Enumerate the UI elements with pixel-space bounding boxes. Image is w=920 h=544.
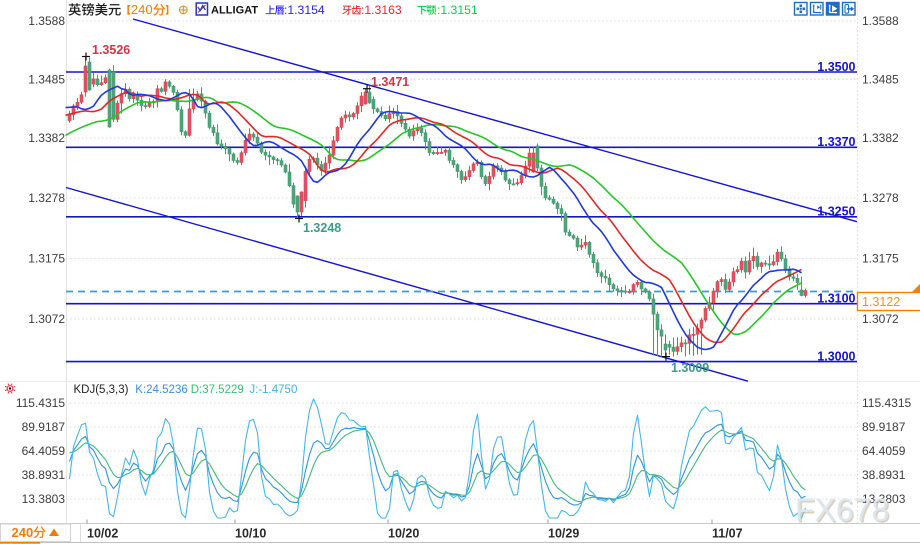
svg-text:1.3175: 1.3175 bbox=[862, 252, 899, 266]
svg-text:1.3122: 1.3122 bbox=[862, 295, 900, 309]
svg-text:89.9187: 89.9187 bbox=[22, 420, 66, 434]
svg-text:10/10: 10/10 bbox=[235, 527, 266, 541]
svg-text:1.3485: 1.3485 bbox=[862, 73, 899, 87]
svg-text:1.3009: 1.3009 bbox=[671, 361, 709, 375]
svg-text:1.3248: 1.3248 bbox=[303, 221, 341, 235]
svg-text:FX678: FX678 bbox=[795, 492, 889, 528]
svg-text:10/02: 10/02 bbox=[87, 527, 118, 541]
svg-text:1.3471: 1.3471 bbox=[371, 75, 409, 89]
svg-text:1.3588: 1.3588 bbox=[28, 14, 65, 28]
svg-text:13.3803: 13.3803 bbox=[862, 492, 906, 506]
svg-text:240: 240 bbox=[12, 525, 34, 540]
svg-text::1.3154: :1.3154 bbox=[284, 3, 325, 17]
svg-text:89.9187: 89.9187 bbox=[862, 420, 906, 434]
svg-text:1.3278: 1.3278 bbox=[28, 191, 65, 205]
svg-text:FX678: FX678 bbox=[797, 494, 891, 530]
svg-text:115.4315: 115.4315 bbox=[16, 396, 65, 410]
svg-text:J:-1.4750: J:-1.4750 bbox=[249, 384, 297, 396]
svg-text:1.3250: 1.3250 bbox=[817, 205, 855, 219]
svg-text:1.3278: 1.3278 bbox=[862, 191, 899, 205]
svg-text:1.3485: 1.3485 bbox=[28, 73, 65, 87]
svg-text:10/29: 10/29 bbox=[548, 527, 579, 541]
svg-text:1.3370: 1.3370 bbox=[817, 135, 855, 149]
svg-text:KDJ(5,3,3): KDJ(5,3,3) bbox=[74, 384, 129, 396]
svg-text:1.3500: 1.3500 bbox=[817, 60, 855, 74]
svg-text:64.4059: 64.4059 bbox=[862, 444, 906, 458]
svg-text:1.3072: 1.3072 bbox=[862, 312, 899, 326]
svg-text:11/07: 11/07 bbox=[712, 527, 743, 541]
svg-text::1.3151: :1.3151 bbox=[437, 3, 478, 17]
svg-text:ALLIGAT: ALLIGAT bbox=[211, 5, 258, 17]
svg-text:13.3803: 13.3803 bbox=[22, 492, 66, 506]
svg-text:1.3382: 1.3382 bbox=[862, 131, 899, 145]
svg-text:1.3000: 1.3000 bbox=[817, 349, 855, 363]
svg-text:115.4315: 115.4315 bbox=[862, 396, 911, 410]
svg-text::1.3163: :1.3163 bbox=[361, 3, 402, 17]
svg-text:38.8931: 38.8931 bbox=[862, 468, 906, 482]
svg-text:K:24.5236: K:24.5236 bbox=[135, 384, 187, 396]
svg-text:1.3526: 1.3526 bbox=[92, 43, 130, 57]
svg-text:1.3382: 1.3382 bbox=[28, 131, 65, 145]
svg-text:1.3588: 1.3588 bbox=[862, 14, 899, 28]
svg-text:1.3175: 1.3175 bbox=[28, 252, 65, 266]
svg-text:D:37.5229: D:37.5229 bbox=[191, 384, 244, 396]
svg-text:10/20: 10/20 bbox=[388, 527, 419, 541]
svg-text:1.3100: 1.3100 bbox=[817, 292, 855, 306]
svg-text:38.8931: 38.8931 bbox=[22, 468, 66, 482]
svg-text:1.3072: 1.3072 bbox=[28, 312, 65, 326]
svg-text:64.4059: 64.4059 bbox=[22, 444, 66, 458]
svg-text:240: 240 bbox=[131, 2, 153, 17]
